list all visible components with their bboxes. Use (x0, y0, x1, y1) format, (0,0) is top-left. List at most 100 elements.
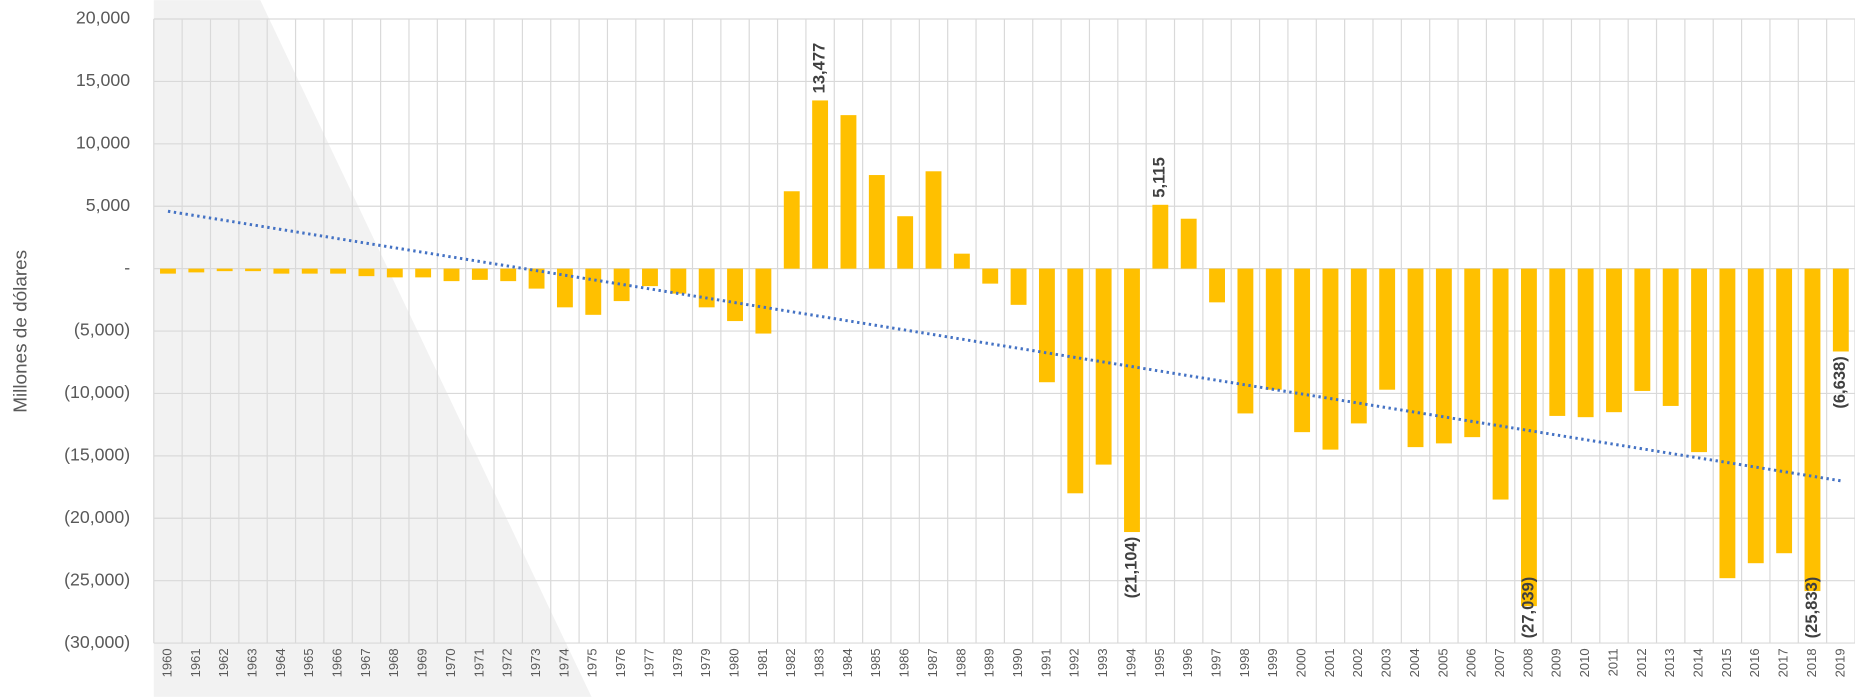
bar (330, 268, 347, 274)
x-tick-label: 2014 (1690, 648, 1705, 677)
bar (188, 268, 205, 273)
bar (301, 268, 318, 274)
y-tick-label: - (124, 257, 130, 277)
x-tick-label: 1977 (641, 648, 656, 677)
bar (783, 191, 800, 269)
x-tick-label: 1980 (726, 648, 741, 677)
x-tick-label: 1961 (188, 648, 203, 677)
value-label: 5,115 (1150, 157, 1169, 197)
bar (1010, 268, 1027, 305)
bar (1492, 268, 1509, 500)
bar (1124, 268, 1140, 533)
x-tick-label: 1988 (953, 648, 968, 677)
bar (556, 268, 573, 308)
x-tick-label: 2005 (1435, 648, 1450, 677)
bar (471, 268, 488, 280)
x-tick-label: 2016 (1747, 648, 1762, 677)
trendline (167, 209, 1842, 483)
background-shade (153, 0, 592, 697)
bar (897, 216, 914, 269)
bar (755, 268, 772, 334)
bar (1407, 268, 1424, 448)
bar (1662, 268, 1679, 406)
value-label: (25,833) (1802, 577, 1821, 639)
x-tick-label: 1962 (216, 648, 231, 677)
y-tick-label: 20,000 (76, 8, 130, 28)
bar (868, 175, 885, 269)
x-tick-label: 1964 (273, 648, 288, 677)
x-tick-label: 1963 (244, 648, 259, 677)
x-tick-label: 1966 (330, 648, 345, 677)
bar (358, 268, 375, 277)
x-tick-label: 2017 (1776, 648, 1791, 677)
x-tick-label: 1974 (556, 648, 571, 677)
x-tick-label: 2000 (1294, 648, 1309, 677)
x-tick-label: 2010 (1577, 648, 1592, 677)
x-tick-label: 1991 (1038, 648, 1053, 677)
x-tick-label: 2001 (1322, 648, 1337, 677)
x-tick-label: 2015 (1719, 648, 1734, 677)
bar (160, 268, 176, 274)
x-tick-label: 1992 (1067, 648, 1082, 677)
bar (1719, 268, 1736, 579)
bar (1265, 268, 1282, 390)
bar (1464, 268, 1481, 438)
y-tick-label: 10,000 (76, 133, 130, 153)
bar (1209, 268, 1225, 303)
x-tick-label: 1970 (443, 648, 458, 677)
bar (642, 268, 658, 287)
bar (1776, 268, 1793, 554)
x-tick-label: 1972 (500, 648, 515, 677)
x-tick-label: 2018 (1804, 648, 1819, 677)
x-tick-label: 1990 (1010, 648, 1025, 677)
bar (1095, 268, 1112, 465)
y-axis-title: Millones de dólares (10, 250, 31, 413)
value-label: 13,477 (809, 43, 828, 94)
x-tick-label: 2007 (1492, 648, 1507, 677)
y-tick-label: (20,000) (64, 507, 130, 527)
bar (812, 100, 829, 269)
x-tick-label: 1969 (415, 648, 430, 677)
bar (670, 268, 687, 294)
value-label: (6,638) (1830, 356, 1849, 408)
x-tick-label: 2019 (1832, 648, 1847, 677)
x-tick-label: 1993 (1095, 648, 1110, 677)
y-tick-label: (5,000) (74, 320, 130, 340)
bar (1038, 268, 1055, 383)
x-tick-label: 1975 (585, 648, 600, 677)
x-tick-label: 1995 (1152, 648, 1167, 677)
x-tick-label: 1979 (698, 648, 713, 677)
bar (1180, 218, 1197, 269)
bar (1747, 268, 1764, 564)
x-tick-label: 1997 (1208, 648, 1223, 677)
x-tick-label: 1998 (1237, 648, 1252, 677)
x-tick-label: 1994 (1123, 648, 1138, 677)
bar (953, 253, 970, 269)
bar (585, 268, 602, 315)
bar (415, 268, 432, 278)
x-tick-label: 2008 (1520, 648, 1535, 677)
x-tick-label: 2011 (1605, 648, 1620, 676)
x-tick-label: 1989 (982, 648, 997, 677)
bar (386, 268, 403, 278)
y-tick-label: 15,000 (76, 70, 130, 90)
bar (1634, 268, 1651, 391)
y-tick-label: (30,000) (64, 632, 130, 652)
x-tick-label: 1987 (925, 648, 940, 677)
y-tick-label: 5,000 (86, 195, 131, 215)
bar (1237, 268, 1254, 414)
bar (1832, 268, 1849, 352)
bar (1577, 268, 1594, 418)
value-label: (21,104) (1121, 537, 1140, 599)
bar (1804, 268, 1821, 592)
x-tick-label: 1986 (897, 648, 912, 677)
y-tick-label: (15,000) (64, 445, 130, 465)
x-tick-label: 1965 (301, 648, 316, 677)
bar (698, 268, 715, 308)
x-tick-label: 1996 (1180, 648, 1195, 677)
bar (1350, 268, 1367, 424)
bar (443, 268, 460, 282)
x-tick-label: 2004 (1407, 648, 1422, 677)
bar (1520, 268, 1537, 607)
